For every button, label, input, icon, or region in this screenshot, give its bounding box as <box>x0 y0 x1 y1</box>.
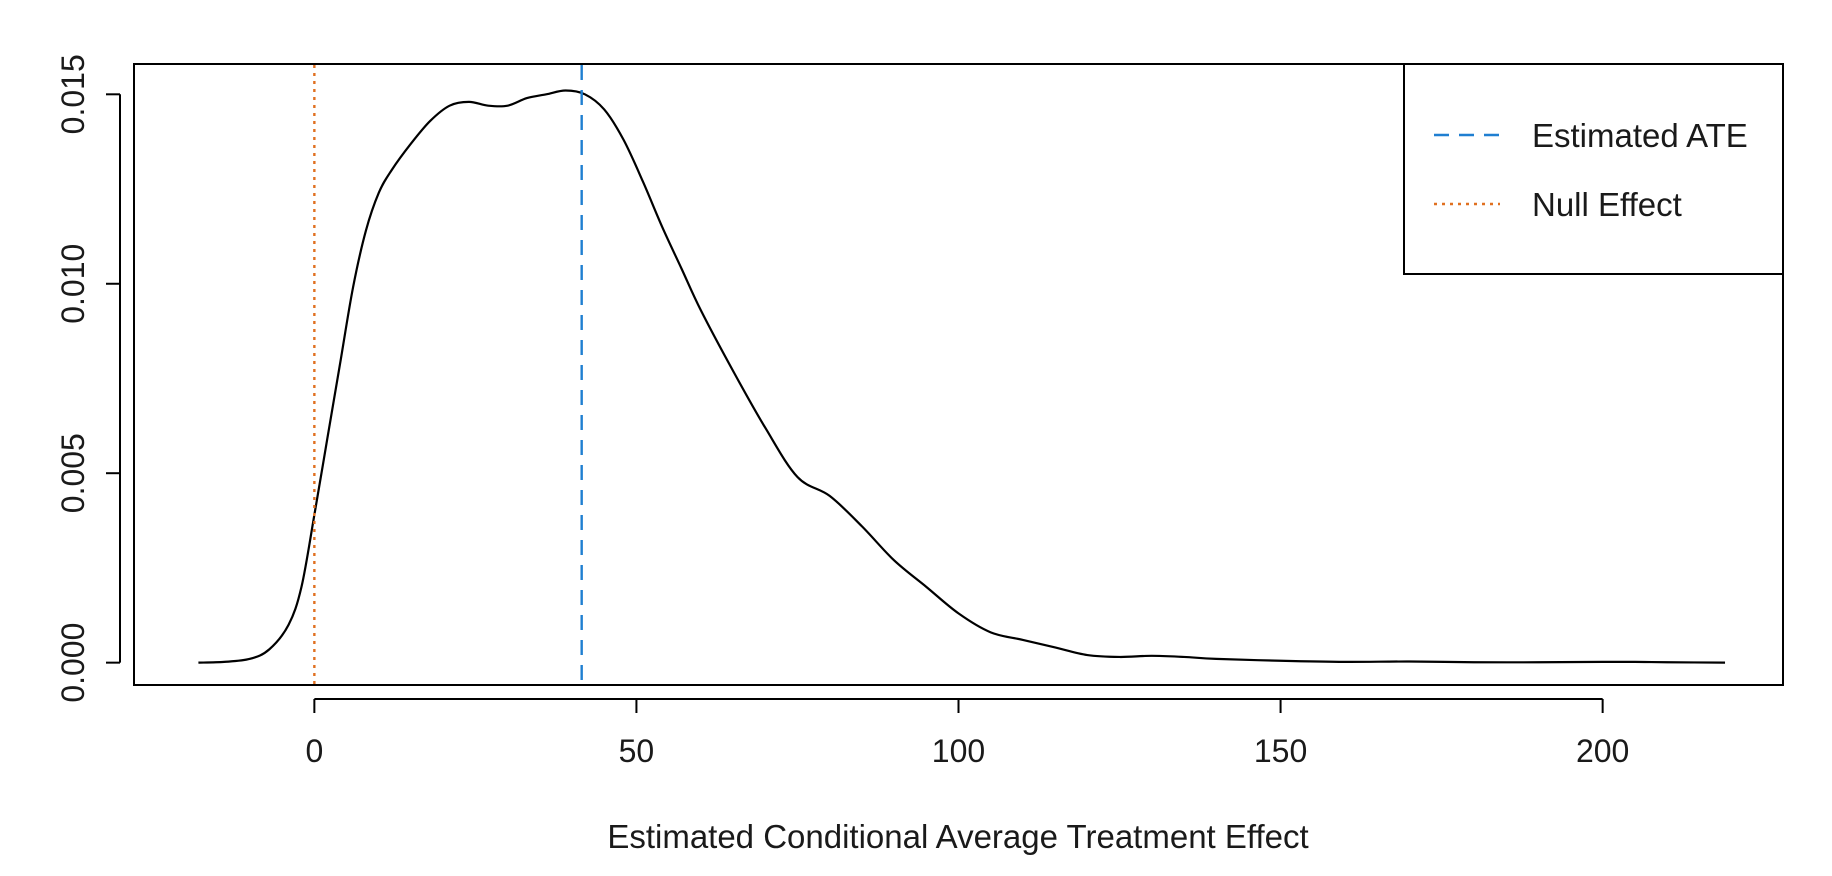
y-tick-label: 0.000 <box>55 623 91 703</box>
x-tick-label: 150 <box>1254 733 1307 769</box>
x-tick-label: 100 <box>932 733 985 769</box>
plot-frame <box>133 63 1784 686</box>
y-tick-label: 0.005 <box>55 433 91 513</box>
y-tick-label: 0.010 <box>55 244 91 324</box>
x-tick-label: 50 <box>619 733 655 769</box>
x-axis-title: Estimated Conditional Average Treatment … <box>607 818 1308 855</box>
x-tick-label: 200 <box>1576 733 1629 769</box>
x-axis: 0 50 100 150 200 <box>305 698 1629 769</box>
legend-box <box>1403 63 1784 275</box>
y-tick-label: 0.015 <box>55 54 91 134</box>
density-curve <box>198 89 1726 664</box>
x-tick-label: 0 <box>305 733 323 769</box>
legend: Estimated ATE Null Effect <box>1403 63 1784 275</box>
reference-lines <box>313 65 583 684</box>
legend-label-null-effect: Null Effect <box>1532 186 1682 223</box>
y-axis: 0.000 0.005 0.010 0.015 <box>55 54 121 703</box>
legend-label-estimated-ate: Estimated ATE <box>1532 117 1748 154</box>
